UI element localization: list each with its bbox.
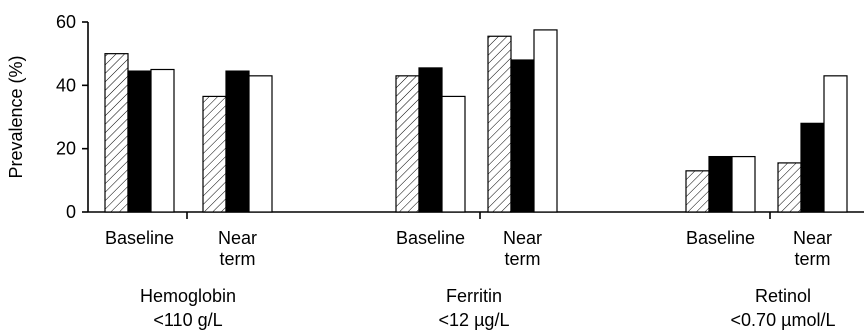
y-axis-label: Prevalence (%) — [6, 55, 26, 178]
bar-black — [418, 67, 443, 213]
bar-black — [800, 122, 825, 213]
bar-white — [150, 68, 175, 213]
y-tick-label: 20 — [56, 139, 76, 159]
bar-white — [533, 29, 558, 213]
bar-black — [127, 70, 152, 213]
bar-hatched — [487, 35, 512, 213]
bar-hatched — [777, 162, 802, 213]
bar-white — [823, 75, 848, 213]
group-sublabel: <0.70 µmol/L — [731, 310, 836, 330]
subgroup-label: Baseline — [105, 228, 174, 248]
subgroup-label: term — [795, 249, 831, 269]
bar-black — [708, 155, 733, 213]
subgroup-label: Baseline — [686, 228, 755, 248]
bar-hatched — [202, 95, 227, 213]
bars — [104, 29, 848, 213]
subgroup-label: term — [505, 249, 541, 269]
bar-black — [510, 59, 535, 213]
group-sublabel: <110 g/L — [153, 310, 222, 330]
bar-white — [731, 155, 756, 213]
bar-white — [441, 95, 466, 213]
y-tick-label: 40 — [56, 75, 76, 95]
bar-hatched — [104, 53, 129, 213]
group-label: Retinol — [755, 286, 811, 306]
subgroup-label: term — [220, 249, 256, 269]
y-tick-label: 60 — [56, 12, 76, 32]
group-label: Ferritin — [446, 286, 502, 306]
bar-hatched — [395, 75, 420, 213]
group-sublabel: <12 µg/L — [439, 310, 510, 330]
bar-black — [225, 70, 250, 213]
subgroup-label: Near — [793, 228, 832, 248]
subgroup-label: Baseline — [396, 228, 465, 248]
subgroup-label: Near — [218, 228, 257, 248]
group-label: Hemoglobin — [140, 286, 236, 306]
y-axis: Prevalence (%) — [6, 22, 89, 212]
y-ticks: 0 20 40 60 — [56, 12, 88, 222]
y-tick-label: 0 — [66, 202, 76, 222]
bar-white — [248, 75, 273, 213]
subgroup-label: Near — [503, 228, 542, 248]
bar-hatched — [685, 170, 710, 213]
